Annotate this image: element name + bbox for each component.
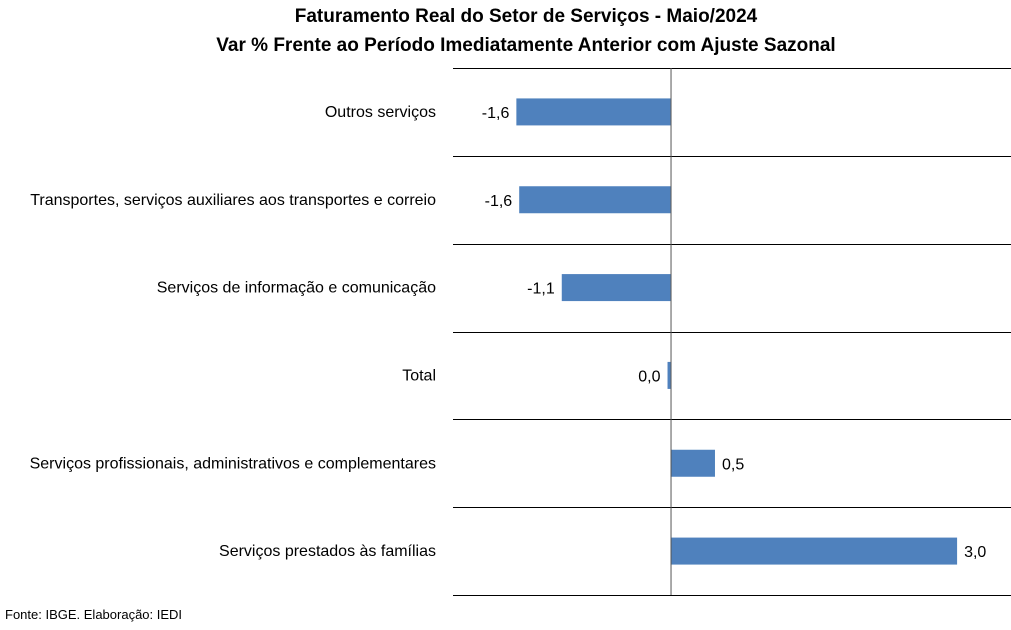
bar [670,537,958,565]
data-label: -1,1 [527,281,555,298]
bar [667,361,671,389]
chart-title: Faturamento Real do Setor de Serviços - … [294,6,758,27]
bar [670,449,715,477]
category-label: Serviços de informação e comunicação [157,280,436,297]
category-label: Serviços profissionais, administrativos … [30,455,436,472]
bar [516,98,671,126]
bar [519,186,671,214]
chart-subtitle: Var % Frente ao Período Imediatamente An… [216,35,836,56]
source-note: Fonte: IBGE. Elaboração: IEDI [5,607,183,622]
category-label: Outros serviços [325,104,436,121]
bar [561,274,671,302]
data-label: 3,0 [964,544,986,561]
data-label: 0,0 [638,368,660,385]
category-label: Transportes, serviços auxiliares aos tra… [30,192,436,209]
category-label: Serviços prestados às famílias [219,543,436,560]
category-label: Total [402,367,436,384]
data-label: 0,5 [722,456,744,473]
data-label: -1,6 [482,105,510,122]
data-label: -1,6 [485,193,513,210]
